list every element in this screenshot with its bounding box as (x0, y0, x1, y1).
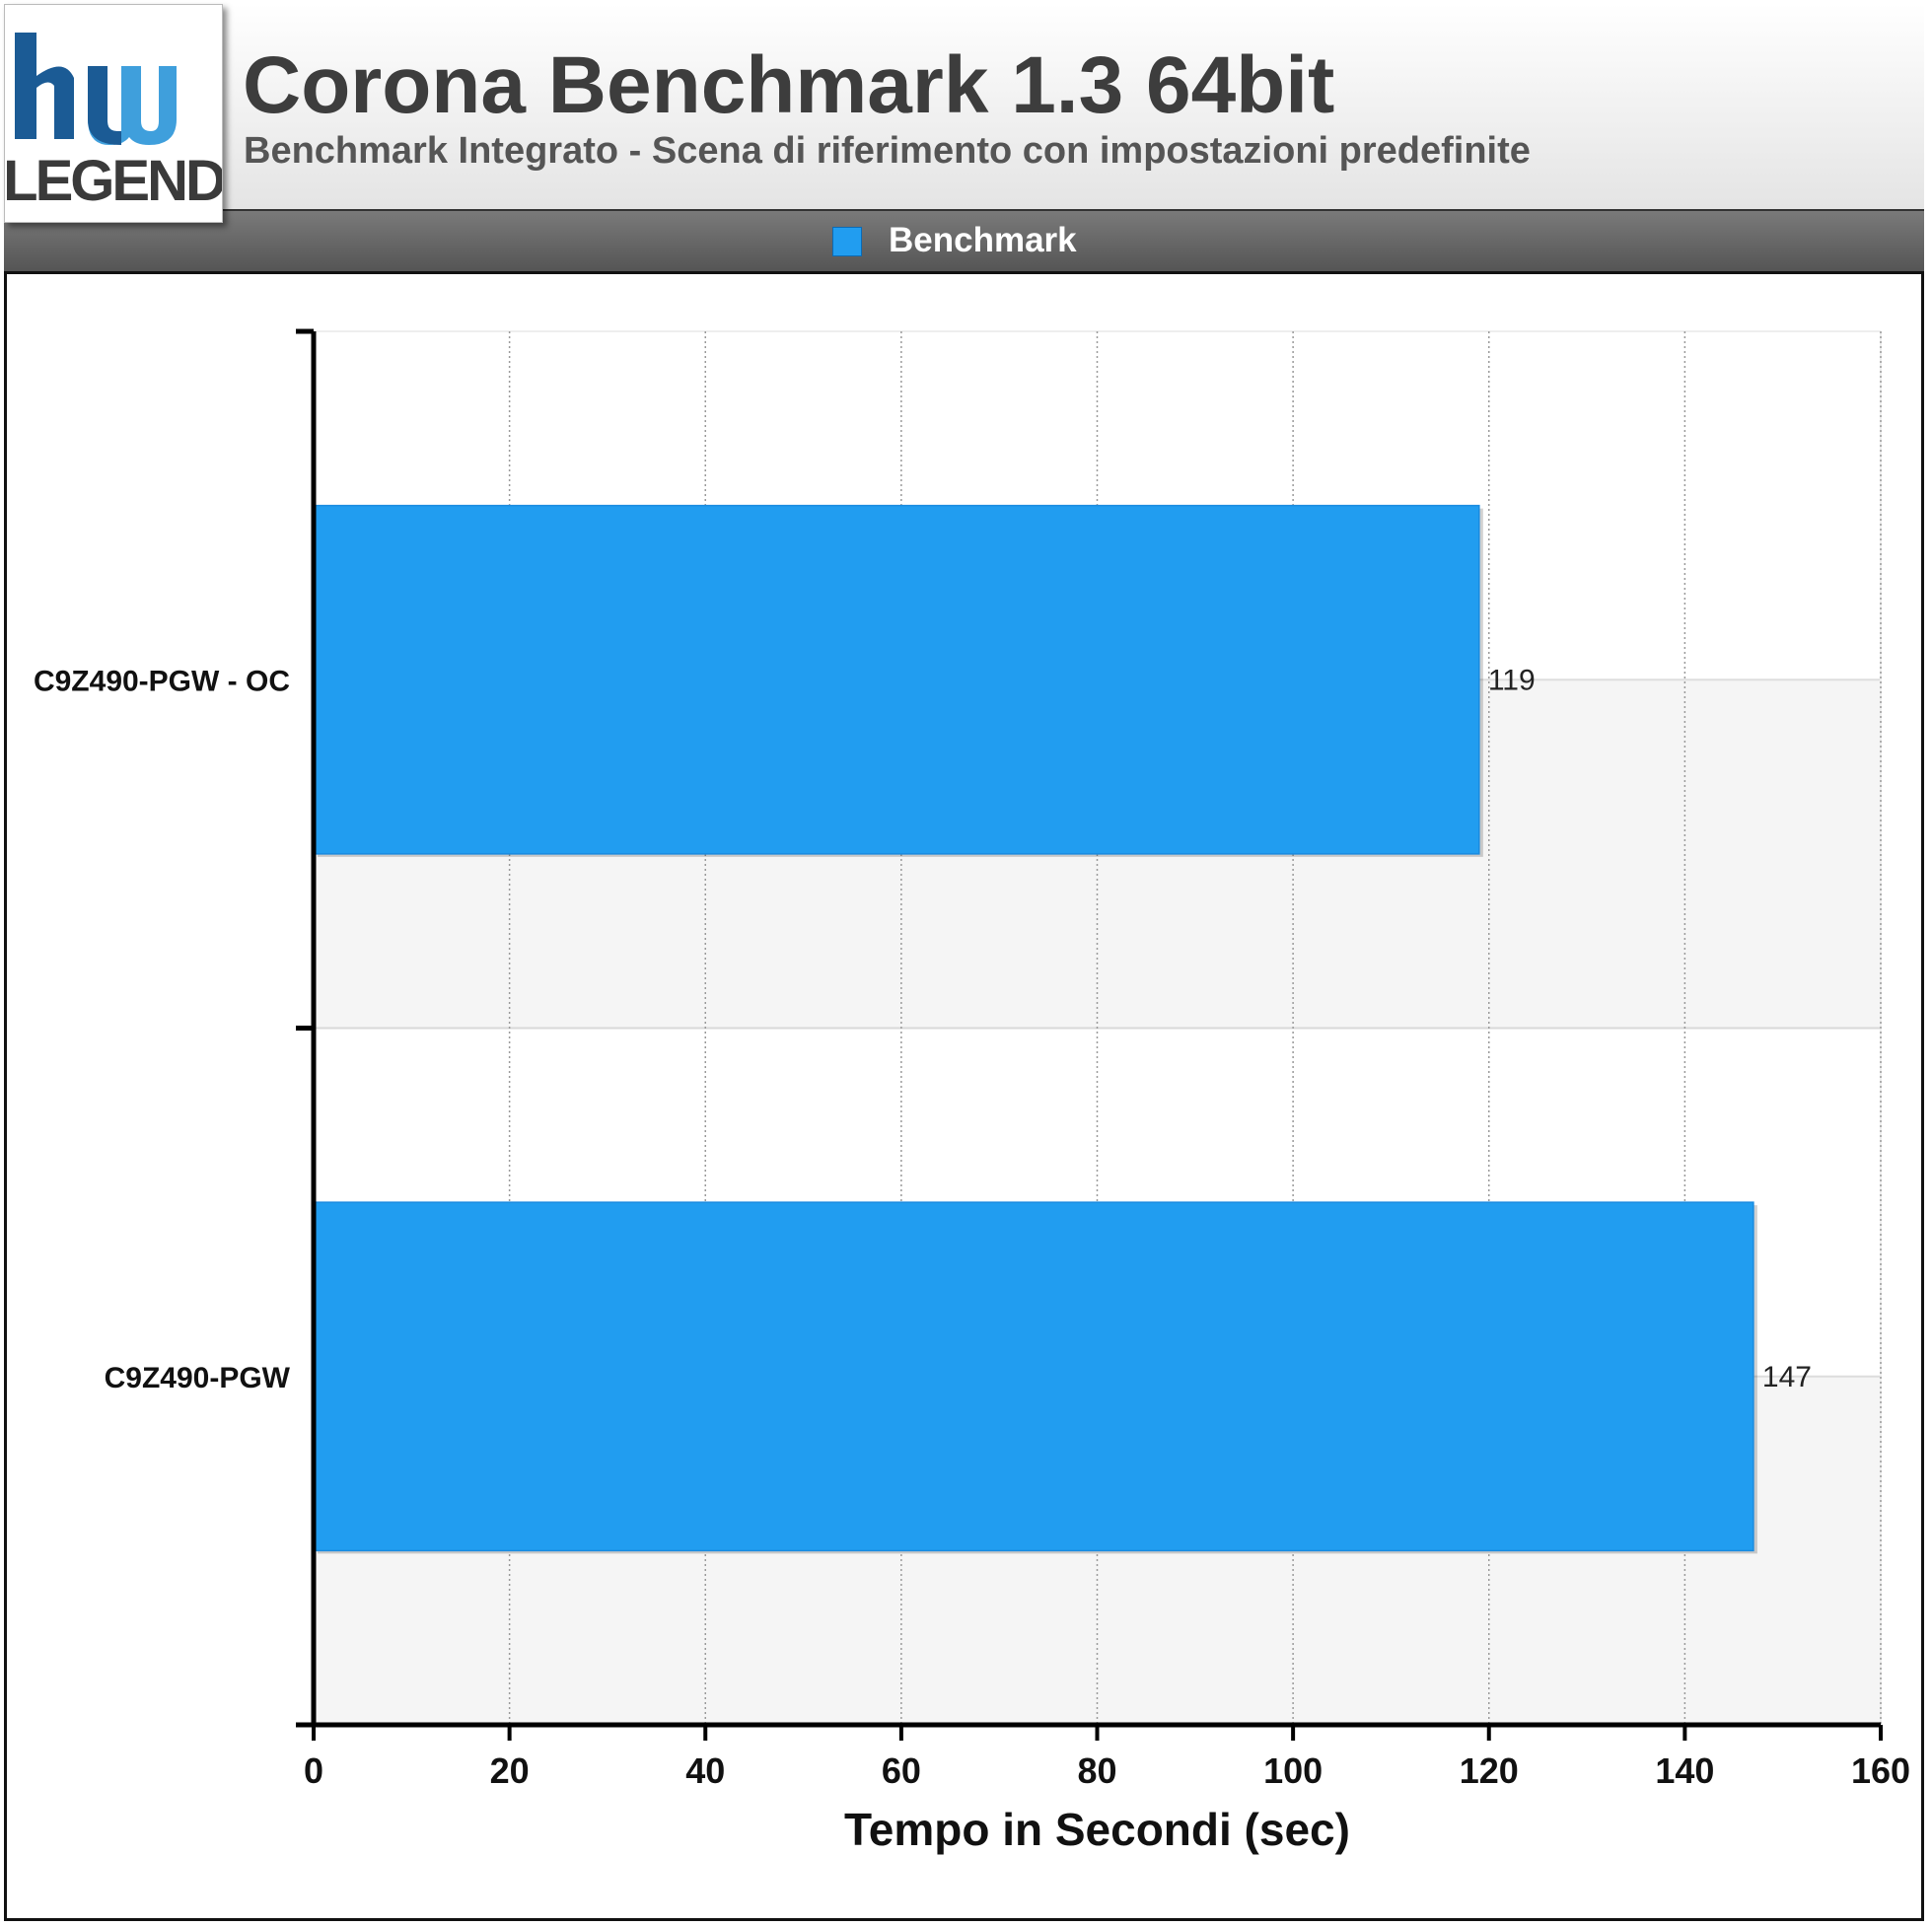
legend-swatch (832, 227, 862, 256)
chart-header: Corona Benchmark 1.3 64bit Benchmark Int… (4, 4, 1924, 211)
svg-text:LEGEND: LEGEND (5, 149, 222, 213)
category-label: C9Z490-PGW (105, 1362, 291, 1394)
bar-data-label: 147 (1762, 1361, 1812, 1393)
bar (313, 504, 1480, 855)
x-tick-label: 40 (685, 1750, 725, 1791)
bar-data-label: 119 (1488, 664, 1536, 696)
brand-logo: LEGEND (3, 4, 228, 223)
x-tick-label: 0 (304, 1750, 323, 1791)
brand-logo-icon: LEGEND (3, 33, 228, 213)
x-tick-label: 160 (1851, 1750, 1910, 1791)
x-tick-label: 80 (1077, 1750, 1116, 1791)
category-label: C9Z490-PGW - OC (34, 665, 290, 697)
bar (313, 1201, 1754, 1552)
x-tick-label: 140 (1655, 1750, 1714, 1791)
legend-label: Benchmark (889, 221, 1077, 259)
x-tick-label: 100 (1263, 1750, 1323, 1791)
chart-subtitle: Benchmark Integrato - Scena di riferimen… (244, 130, 1531, 172)
x-tick-label: 60 (882, 1750, 921, 1791)
x-tick-label: 120 (1460, 1750, 1519, 1791)
chart-title: Corona Benchmark 1.3 64bit (243, 40, 1335, 130)
x-tick-label: 20 (490, 1750, 530, 1791)
legend: Benchmark (4, 211, 1924, 274)
x-axis-title: Tempo in Secondi (sec) (844, 1804, 1350, 1855)
